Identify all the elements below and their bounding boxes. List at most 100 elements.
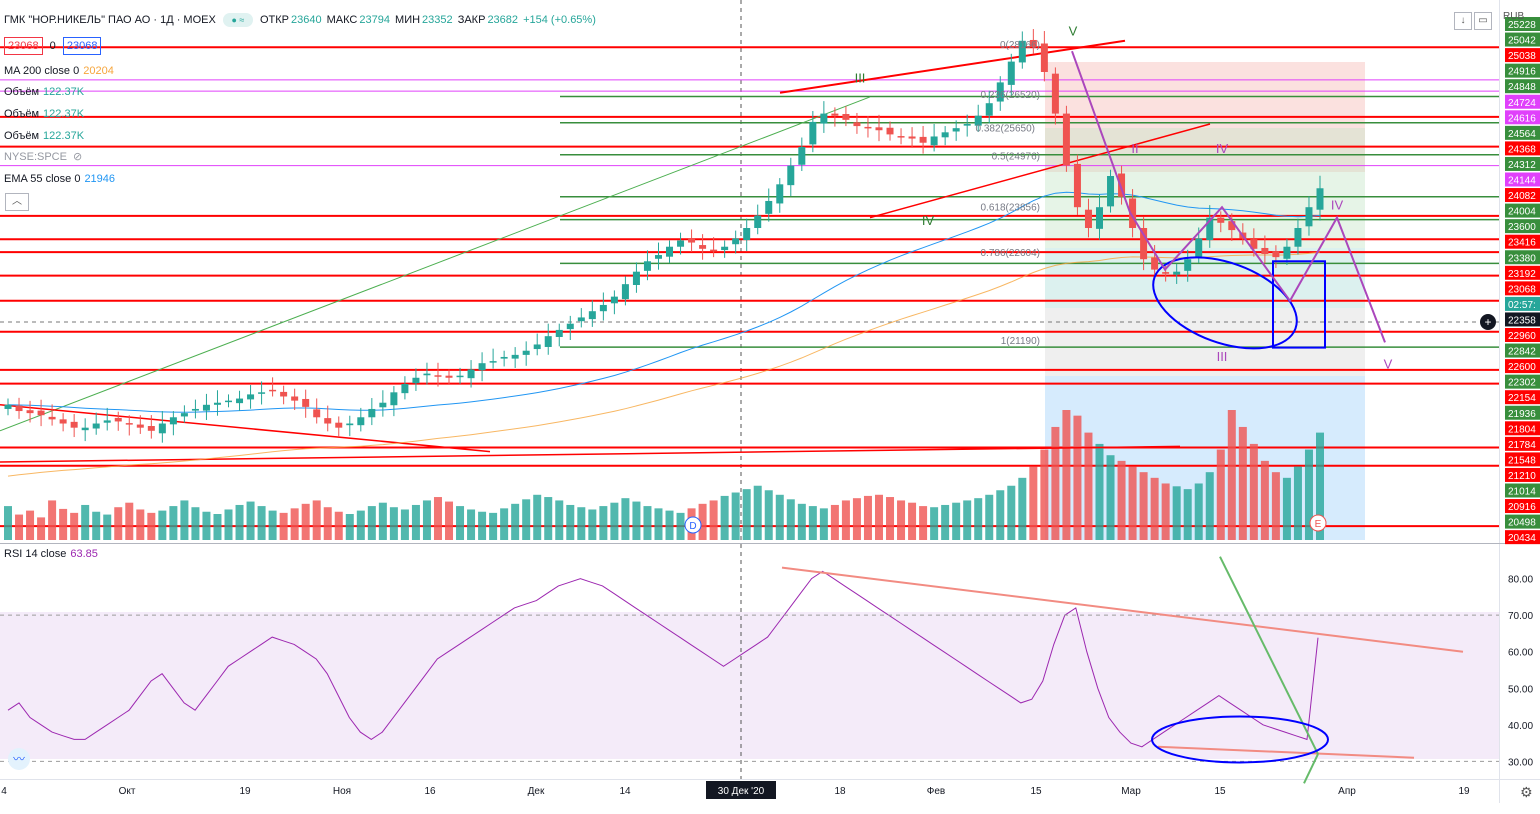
arrow-down-icon[interactable]: ↓ bbox=[1454, 12, 1472, 30]
collapse-legend-button[interactable]: ︿ bbox=[5, 193, 29, 211]
price-scale-tag bbox=[1505, 374, 1540, 389]
time-axis-label: Окт bbox=[119, 786, 136, 797]
volume-bar bbox=[676, 512, 685, 540]
candle-body bbox=[158, 423, 166, 434]
volume-bar bbox=[103, 514, 112, 540]
fib-level-label: 0.618(23856) bbox=[981, 202, 1041, 213]
price-scale-tag bbox=[1505, 32, 1540, 47]
price-scale-tag bbox=[1505, 359, 1540, 374]
candle-body bbox=[599, 304, 607, 312]
candle-body bbox=[401, 384, 409, 394]
bid-button[interactable]: 23068 bbox=[4, 37, 43, 55]
volume-bar bbox=[1293, 466, 1302, 540]
candle-body bbox=[1107, 176, 1115, 207]
price-scale-tag bbox=[1505, 141, 1540, 156]
market-status-toggle[interactable]: ● ≈ bbox=[222, 13, 253, 28]
legend-volume-3[interactable]: Объём 122.37K bbox=[4, 130, 85, 142]
candle-body bbox=[103, 420, 111, 423]
volume-bar bbox=[445, 501, 454, 540]
candle-body bbox=[291, 396, 299, 401]
candle-body bbox=[688, 238, 696, 243]
volume-bar bbox=[356, 510, 365, 540]
candle-body bbox=[985, 103, 993, 116]
legend-ma200[interactable]: MA 200 close 0 20204 bbox=[4, 65, 114, 77]
volume-bar bbox=[1260, 460, 1269, 540]
candle-body bbox=[92, 423, 100, 429]
legend-volume-2[interactable]: Объём 122.37K bbox=[4, 108, 85, 120]
volume-bar bbox=[246, 501, 255, 540]
price-scale-tag-label: 22960 bbox=[1508, 331, 1536, 342]
fib-level-label: 0.786(22604) bbox=[981, 248, 1041, 259]
fib-level-label: 0.382(25650) bbox=[976, 123, 1036, 134]
volume-bar bbox=[720, 495, 729, 540]
volume-bar bbox=[1128, 466, 1137, 540]
volume-bar bbox=[775, 494, 784, 540]
candle-body bbox=[280, 391, 288, 397]
candle-body bbox=[1316, 188, 1324, 210]
add-alert-plus-icon[interactable]: + bbox=[1480, 314, 1496, 330]
ask-button[interactable]: 23068 bbox=[62, 37, 102, 55]
hidden-eye-icon[interactable]: ⊘ bbox=[72, 151, 83, 163]
volume-bar bbox=[511, 503, 520, 540]
candle-body bbox=[1184, 259, 1192, 271]
volume-bar bbox=[566, 504, 575, 540]
legend-rsi[interactable]: RSI 14 close 63.85 bbox=[4, 548, 98, 560]
candle-body bbox=[776, 184, 784, 204]
candle-body bbox=[588, 311, 596, 320]
price-scale-tag-label: 21014 bbox=[1508, 487, 1536, 498]
volume-bar bbox=[753, 485, 762, 540]
maximize-icon[interactable]: ▭ bbox=[1474, 12, 1492, 30]
price-scale-tag-label: 23600 bbox=[1508, 222, 1536, 233]
legend-spce[interactable]: NYSE:SPCE ⊘ bbox=[4, 151, 83, 163]
symbol-title[interactable]: ГМК "НОР.НИКЕЛЬ" ПАО АО · 1Д · MOEX bbox=[4, 14, 216, 26]
bid-ask-row: 23068 0 23068 bbox=[4, 37, 102, 55]
volume-bar bbox=[334, 511, 343, 540]
ohlc-values: ОТКР 23640 МАКС 23794 МИН 23352 ЗАКР 23682 +… bbox=[260, 14, 598, 26]
symbol-header: ГМК "НОР.НИКЕЛЬ" ПАО АО · 1Д · MOEX ● ≈ … bbox=[4, 13, 598, 28]
volume-bar bbox=[996, 490, 1005, 540]
time-axis-cursor-label: 30 Дек '20 bbox=[718, 786, 765, 797]
candle-body bbox=[710, 249, 718, 252]
candle-body bbox=[26, 410, 34, 414]
volume-bar bbox=[654, 508, 663, 540]
candle-body bbox=[1051, 73, 1059, 114]
candle-body bbox=[1217, 217, 1225, 223]
fib-level-label: 0.5(24976) bbox=[992, 151, 1040, 162]
time-axis-label: 4 bbox=[1, 786, 7, 797]
time-axis-label: 15 bbox=[1214, 786, 1226, 797]
candle-body bbox=[500, 356, 508, 359]
volume-bar bbox=[467, 509, 476, 540]
volume-bar bbox=[621, 498, 630, 540]
candle-body bbox=[511, 354, 519, 359]
price-scale-tag bbox=[1505, 79, 1540, 94]
candle-body bbox=[765, 200, 773, 214]
elliott-wave-label: V bbox=[1384, 356, 1393, 371]
volume-bar bbox=[852, 498, 861, 540]
volume-bar bbox=[312, 500, 321, 540]
legend-volume-1[interactable]: Объём 122.37K bbox=[4, 86, 85, 98]
volume-bar bbox=[136, 509, 145, 540]
candle-body bbox=[302, 398, 310, 407]
volume-bar bbox=[478, 511, 487, 540]
candle-body bbox=[610, 296, 618, 304]
fib-level-label: 0(28166) bbox=[1000, 40, 1040, 51]
volume-bar bbox=[709, 500, 718, 540]
candle-body bbox=[59, 419, 67, 424]
volume-bar bbox=[1095, 443, 1104, 540]
volume-bar bbox=[301, 503, 310, 540]
time-axis-label: Фев bbox=[927, 786, 945, 797]
volume-bar bbox=[345, 514, 354, 540]
candle-body bbox=[743, 228, 751, 241]
tradingview-logo-icon[interactable]: 〰 bbox=[8, 748, 30, 770]
legend-ema55[interactable]: EMA 55 close 0 21946 bbox=[4, 173, 116, 185]
settings-gear-icon[interactable]: ⚙ bbox=[1520, 784, 1533, 800]
candle-body bbox=[1018, 40, 1026, 63]
volume-bar bbox=[974, 498, 983, 540]
volume-bar bbox=[202, 511, 211, 540]
candle-body bbox=[1173, 271, 1181, 275]
low-value: 23352 bbox=[422, 14, 453, 26]
volume-bar bbox=[1051, 426, 1060, 540]
price-scale-tag bbox=[1505, 281, 1540, 296]
currency-label[interactable]: RUB bbox=[1503, 11, 1525, 22]
